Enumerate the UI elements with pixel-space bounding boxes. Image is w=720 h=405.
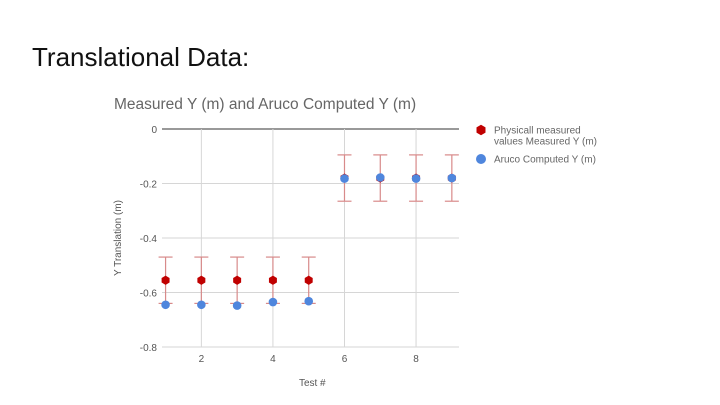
aruco-y-point	[447, 173, 457, 183]
y-tick-label: -0.2	[140, 180, 158, 191]
measured-y-point	[161, 275, 170, 285]
aruco-y-point	[340, 174, 349, 183]
aruco-y-point	[375, 173, 385, 182]
aruco-y-point	[161, 300, 170, 310]
y-axis-label: Y Translation (m)	[113, 200, 124, 276]
aruco-y-point	[268, 297, 278, 307]
slide-title: Translational Data:	[32, 42, 250, 72]
legend-label: values Measured Y (m)	[494, 137, 597, 148]
chart-title: Measured Y (m) and Aruco Computed Y (m)	[114, 96, 416, 113]
y-tick-label: 0	[151, 125, 157, 136]
y-tick-label: -0.6	[140, 289, 158, 300]
measured-y-point	[304, 275, 313, 285]
aruco-y-point	[232, 301, 242, 310]
y-tick-label: -0.8	[140, 343, 158, 354]
x-tick-label: 8	[413, 354, 419, 365]
legend-label: Aruco Computed Y (m)	[494, 155, 596, 166]
legend-label: Physicall measured	[494, 126, 581, 137]
measured-y-point	[197, 275, 206, 285]
x-tick-label: 6	[342, 354, 348, 365]
measured-y-point	[268, 275, 277, 285]
aruco-y-point	[411, 174, 421, 183]
measured-y-point	[233, 275, 242, 285]
x-tick-label: 2	[199, 354, 205, 365]
data-points	[161, 173, 457, 310]
aruco-y-point	[304, 296, 314, 306]
x-axis-label: Test #	[299, 378, 326, 389]
y-tick-label: -0.4	[140, 234, 158, 245]
chart-grid	[162, 128, 459, 348]
axis-ticks: 0 -0.2 -0.4 -0.6 -0.8 2 4 6 8	[140, 125, 420, 365]
legend-marker-aruco	[476, 154, 486, 164]
aruco-y-point	[197, 300, 206, 310]
legend-marker-measured	[476, 124, 486, 136]
x-tick-label: 4	[270, 354, 276, 365]
